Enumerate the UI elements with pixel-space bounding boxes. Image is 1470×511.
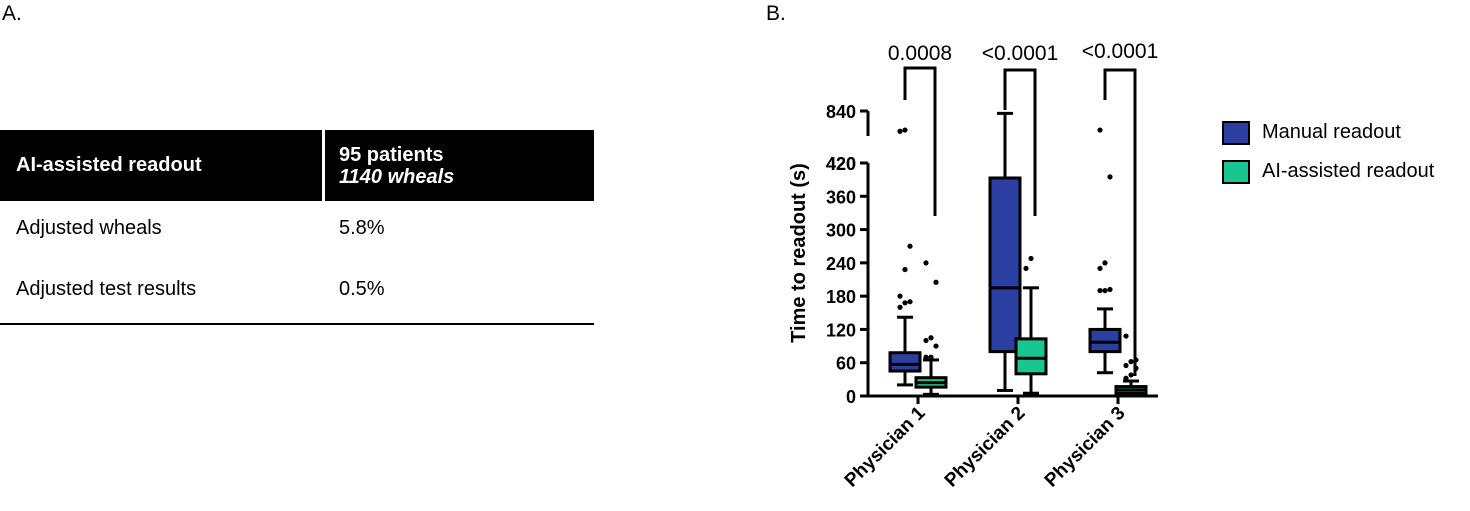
outlier-point: [902, 266, 908, 273]
row-label: Adjusted test results: [16, 278, 197, 300]
y-tick-label: 0: [846, 387, 856, 407]
y-tick-label: 240: [826, 254, 856, 274]
box-body: [888, 351, 922, 373]
row-value: 5.8%: [339, 217, 385, 239]
p-value-label: 0.0008: [888, 42, 952, 65]
outlier-point: [1107, 286, 1113, 293]
x-tick-label: Physician 2: [941, 403, 1030, 492]
outlier-point: [923, 260, 929, 266]
p-value-label: <0.0001: [1082, 40, 1159, 63]
outlier-point: [923, 337, 929, 344]
x-tick-label: Physician 3: [1041, 403, 1130, 492]
box-body: [1088, 327, 1122, 354]
table-header-value: 95 patients 1140 wheals: [339, 144, 454, 188]
box-body: [988, 176, 1022, 354]
panel-a-label: A.: [2, 2, 22, 25]
row-label: Adjusted wheals: [16, 217, 162, 239]
outlier-point: [1128, 359, 1134, 365]
outlier-point: [1123, 333, 1129, 339]
outlier-point: [1097, 265, 1103, 272]
bracket-line: [1003, 68, 1037, 216]
significance-bracket-3: <0.0001: [1082, 40, 1159, 376]
outlier-point: [1128, 372, 1134, 378]
outlier-point: [1023, 265, 1029, 272]
outlier-point: [1102, 287, 1108, 294]
outlier-point: [923, 354, 929, 360]
bracket-line: [903, 66, 937, 216]
p-value-label: <0.0001: [982, 42, 1059, 65]
outlier-point: [1123, 362, 1129, 369]
y-tick-label: 420: [826, 154, 856, 174]
box-ai-3: [1114, 333, 1148, 398]
outlier-point: [897, 293, 903, 299]
box-ai-2: [1014, 255, 1048, 395]
outlier-point: [933, 279, 939, 285]
outlier-point: [1123, 375, 1129, 381]
patients-count: 95 patients: [339, 144, 444, 166]
legend-swatch-manual: [1222, 121, 1250, 145]
box-body: [1014, 337, 1048, 376]
outlier-point: [1097, 127, 1103, 133]
outlier-point: [1102, 260, 1108, 266]
outlier-point: [928, 354, 934, 360]
outlier-point: [928, 335, 934, 341]
outlier-point: [933, 343, 939, 349]
box-manual-3: [1088, 127, 1122, 375]
significance-bracket-1: 0.0008: [888, 42, 952, 216]
box-manual-2: [988, 111, 1022, 392]
outlier-point: [907, 243, 913, 249]
y-tick-label: 120: [826, 320, 856, 340]
legend-swatch-ai: [1222, 160, 1250, 184]
y-tick-label: 840: [826, 102, 856, 122]
table-header-label: AI-assisted readout: [16, 154, 202, 176]
wheals-count: 1140 wheals: [339, 166, 455, 188]
outlier-point: [902, 127, 908, 133]
box-ai-1: [914, 260, 948, 396]
x-tick-label: Physician 1: [841, 402, 930, 491]
outlier-point: [897, 128, 903, 134]
outlier-point: [907, 299, 913, 305]
y-tick-label: 180: [826, 287, 856, 307]
panel-b-label: B.: [766, 2, 786, 25]
bracket-line: [1103, 68, 1137, 376]
results-table: AI-assisted readout 95 patients 1140 whe…: [0, 130, 594, 325]
outlier-point: [1107, 174, 1113, 180]
significance-bracket-2: <0.0001: [982, 42, 1059, 216]
y-tick-label: 420: [826, 154, 856, 174]
legend-label-manual: Manual readout: [1262, 121, 1401, 143]
outlier-point: [1097, 287, 1103, 294]
y-axis-label: Time to readout (s): [788, 163, 810, 343]
y-tick-label: 300: [826, 221, 856, 241]
box-manual-1: [888, 127, 922, 387]
outlier-point: [897, 304, 903, 310]
table-header-divider: [322, 130, 325, 201]
y-tick-label: 360: [826, 187, 856, 207]
table-row: Adjusted wheals 5.8%: [0, 201, 594, 262]
row-value: 0.5%: [339, 278, 385, 300]
table-header-row: AI-assisted readout 95 patients 1140 whe…: [0, 130, 594, 201]
y-tick-label: 60: [836, 354, 856, 374]
outlier-point: [1028, 255, 1034, 262]
legend-label-ai: AI-assisted readout: [1262, 160, 1435, 182]
table-row: Adjusted test results 0.5%: [0, 262, 594, 323]
outlier-point: [902, 300, 908, 306]
table-bottom-rule: [0, 323, 594, 325]
